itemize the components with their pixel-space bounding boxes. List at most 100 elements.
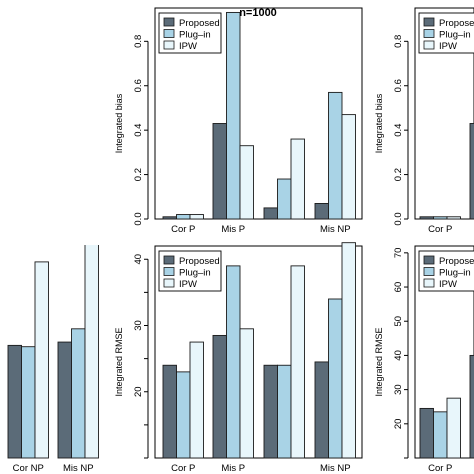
legend-label: Proposed — [439, 18, 474, 29]
top-mask — [0, 0, 115, 245]
y-tick-label: 0.0 — [393, 212, 404, 225]
bar-proposed — [212, 334, 227, 459]
bar-proposed — [314, 361, 329, 459]
legend-label: Plug–in — [439, 30, 471, 41]
bar-ipw — [446, 216, 461, 220]
x-category-label: Mis NP — [63, 463, 94, 474]
bar-proposed — [263, 207, 278, 220]
legend-swatch — [423, 255, 435, 265]
x-category-label: Mis NP — [320, 463, 351, 474]
legend-swatch — [423, 40, 435, 50]
bar-proposed — [162, 216, 177, 220]
legend-label: IPW — [439, 41, 457, 52]
bar-ipw — [34, 261, 49, 459]
x-category-label: Cor P — [428, 224, 452, 235]
legend-label: Plug–in — [179, 30, 211, 41]
bar-proposed — [469, 354, 474, 459]
bar-proposed — [419, 216, 434, 220]
y-axis-label: Integrated bias — [114, 93, 124, 153]
bar-plugin — [433, 216, 448, 220]
bar-proposed — [419, 407, 434, 459]
bar-plugin — [226, 265, 241, 459]
legend-swatch — [163, 255, 175, 265]
y-tick-label: 0.8 — [393, 35, 404, 48]
x-category-label: Cor NP — [13, 463, 44, 474]
legend-swatch — [163, 278, 175, 288]
bar-plugin — [277, 178, 292, 220]
x-category-label: Mis NP — [320, 224, 351, 235]
bar-plugin — [277, 364, 292, 459]
bar-proposed — [263, 364, 278, 459]
panel-bottom-middle: 20 30 40 Integrated RMSE Cor P Mis P Mis NP Pro… — [114, 242, 363, 474]
y-tick-label: 40 — [133, 254, 144, 265]
bar-proposed — [162, 364, 177, 459]
legend-label: IPW — [179, 279, 197, 290]
x-category-label: Cor P — [428, 463, 452, 474]
bar-ipw — [341, 114, 356, 220]
y-tick-label: 0.0 — [133, 212, 144, 225]
y-tick-label: 30 — [393, 384, 404, 395]
y-tick-label: 60 — [393, 282, 404, 293]
bar-plugin — [71, 328, 86, 459]
y-tick-label: 0.2 — [393, 168, 404, 181]
legend-label: Proposed — [179, 256, 220, 267]
y-tick-label: 50 — [393, 316, 404, 327]
y-tick-label: 0.4 — [133, 124, 144, 137]
y-tick-label: 30 — [133, 320, 144, 331]
y-tick-label: 40 — [393, 350, 404, 361]
legend-swatch — [423, 17, 435, 27]
x-category-label: Cor P — [171, 224, 195, 235]
bar-plugin — [176, 371, 191, 459]
legend-label: Plug–in — [179, 268, 211, 279]
bar-ipw — [341, 242, 356, 459]
panel-top-middle: 0.0 0.2 0.4 0.6 0.8 Integrated bias Cor P Mis P… — [114, 7, 363, 235]
bar-proposed — [469, 123, 474, 220]
legend-swatch — [423, 267, 435, 276]
bar-proposed — [314, 203, 329, 220]
bar-ipw — [189, 214, 204, 220]
bar-ipw — [239, 328, 254, 459]
legend-swatch — [163, 267, 175, 276]
x-category-label: Mis P — [221, 224, 245, 235]
plot-frame — [154, 7, 363, 220]
y-tick-label: 0.8 — [133, 35, 144, 48]
y-tick-label: 20 — [393, 419, 404, 430]
bar-plugin — [226, 11, 241, 220]
bar-ipw — [84, 242, 99, 459]
y-tick-label: 70 — [393, 248, 404, 259]
y-tick-label: 0.6 — [393, 79, 404, 92]
bar-proposed — [57, 341, 72, 459]
bar-proposed — [212, 123, 227, 220]
bar-ipw — [446, 397, 461, 459]
bar-ipw — [290, 138, 305, 220]
y-axis-label: Integrated RMSE — [114, 327, 124, 396]
legend-swatch — [163, 40, 175, 50]
y-tick-label: 20 — [133, 386, 144, 397]
legend-label: Proposed — [439, 256, 474, 267]
y-tick-label: 0.2 — [133, 168, 144, 181]
legend-label: Plug–in — [439, 268, 471, 279]
bar-ipw — [290, 265, 305, 459]
bar-proposed — [7, 344, 22, 459]
x-category-label: Mis P — [221, 463, 245, 474]
plot-frame — [154, 245, 363, 459]
y-tick-label: 0.6 — [133, 79, 144, 92]
legend-swatch — [423, 278, 435, 288]
legend-label: Proposed — [179, 18, 220, 29]
bar-plugin — [328, 298, 343, 459]
y-axis-label: Integrated bias — [374, 93, 384, 153]
legend-label: IPW — [179, 41, 197, 52]
legend-swatch — [423, 29, 435, 38]
panel-bottom-left: Cor NP Mis NP — [0, 0, 115, 474]
x-category-label: Cor P — [171, 463, 195, 474]
bar-plugin — [176, 214, 191, 220]
bar-plugin — [328, 91, 343, 220]
legend-swatch — [163, 17, 175, 27]
legend-swatch — [163, 29, 175, 38]
legend-label: IPW — [439, 279, 457, 290]
bar-plugin — [433, 411, 448, 459]
y-axis-label: Integrated RMSE — [374, 327, 384, 396]
bar-ipw — [189, 341, 204, 459]
